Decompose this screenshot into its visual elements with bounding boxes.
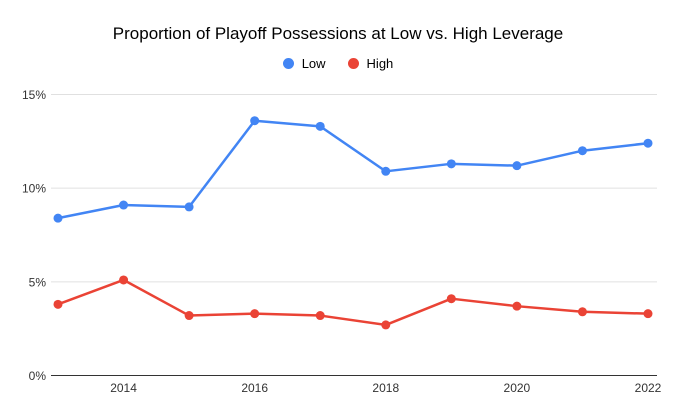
- legend-label-low: Low: [301, 56, 326, 71]
- legend-dot-high-icon: [347, 58, 359, 69]
- x-axis-tick-label: 2014: [110, 381, 137, 395]
- y-axis-tick-label: 0%: [29, 369, 47, 383]
- y-axis-tick-label: 10%: [22, 182, 46, 196]
- x-axis-tick-label: 2022: [635, 381, 662, 395]
- legend-item-low: Low: [282, 56, 326, 71]
- data-point-low: [53, 213, 63, 223]
- y-axis-tick-label: 5%: [29, 275, 47, 289]
- x-axis-tick-label: 2018: [372, 381, 399, 395]
- data-point-high: [315, 311, 325, 321]
- data-point-high: [512, 301, 522, 311]
- x-axis-tick-label: 2020: [504, 381, 531, 395]
- legend: Low High: [0, 55, 676, 72]
- y-axis-tick-label: 15%: [22, 88, 46, 102]
- legend-dot-low-icon: [282, 58, 294, 69]
- data-point-low: [446, 159, 456, 169]
- data-point-low: [643, 138, 653, 148]
- data-point-low: [119, 200, 129, 210]
- series-line-low: [56, 119, 650, 220]
- data-point-high: [446, 294, 456, 304]
- data-point-low: [250, 116, 260, 126]
- data-point-high: [119, 275, 129, 285]
- legend-item-high: High: [347, 56, 394, 71]
- legend-label-high: High: [366, 56, 394, 71]
- data-point-high: [577, 307, 587, 317]
- data-point-low: [184, 202, 194, 212]
- data-point-high: [53, 299, 63, 309]
- data-point-high: [381, 320, 391, 330]
- data-point-low: [315, 121, 325, 131]
- series-line-high: [56, 278, 650, 327]
- x-axis-tick-label: 2016: [241, 381, 268, 395]
- data-point-high: [250, 309, 260, 319]
- data-point-low: [577, 146, 587, 156]
- data-point-low: [512, 161, 522, 171]
- data-point-low: [381, 166, 391, 176]
- data-point-high: [184, 311, 194, 321]
- chart-title: Proportion of Playoff Possessions at Low…: [112, 24, 564, 43]
- data-point-high: [643, 309, 653, 319]
